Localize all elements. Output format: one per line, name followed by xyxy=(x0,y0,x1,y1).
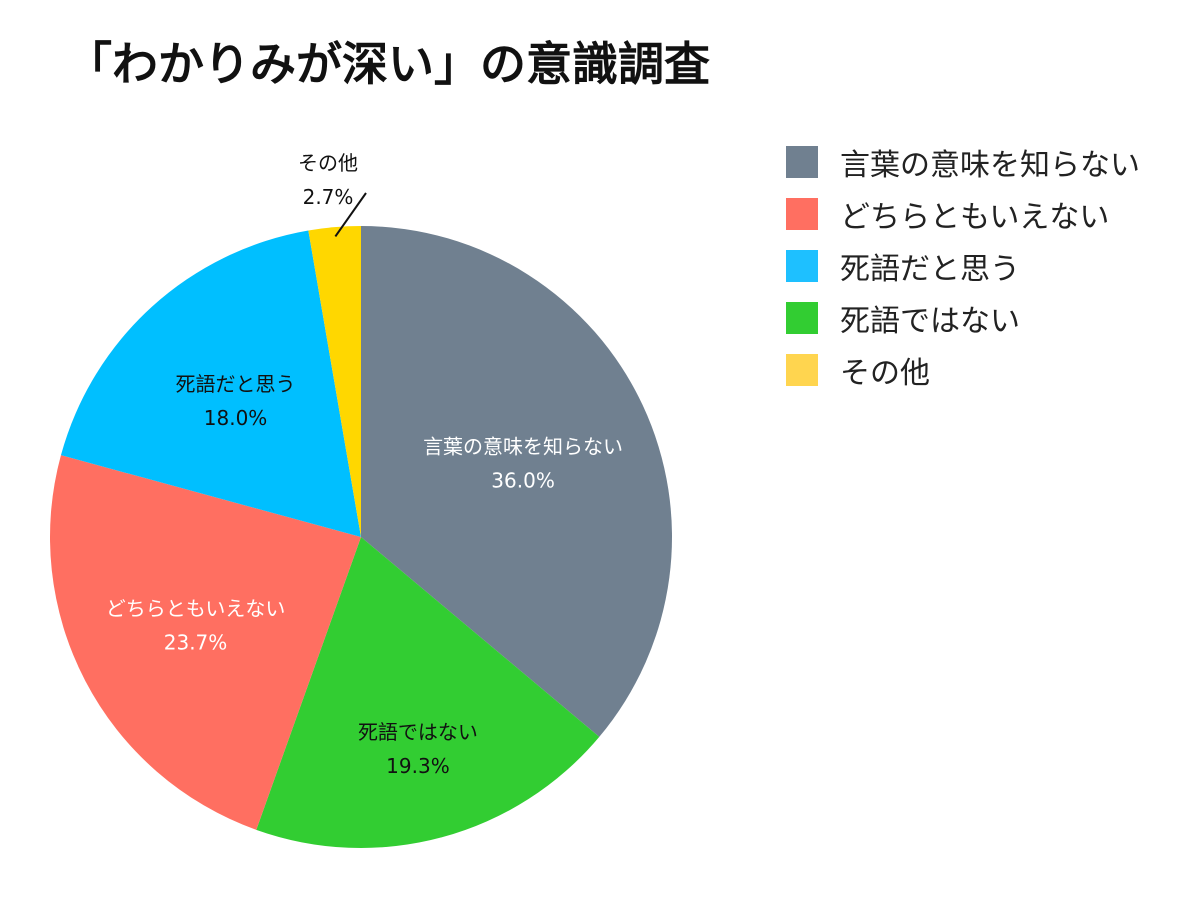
legend-label: 言葉の意味を知らない xyxy=(840,148,1140,183)
legend-swatch xyxy=(786,354,818,386)
legend-swatch xyxy=(786,146,818,178)
slice-label-name: その他 xyxy=(298,151,358,175)
legend-swatch xyxy=(786,250,818,282)
slice-label-name: 言葉の意味を知らない xyxy=(423,434,623,458)
slice-label-name: 死語ではない xyxy=(358,720,478,744)
slice-label-name: どちらともいえない xyxy=(106,596,286,620)
legend-label: その他 xyxy=(840,356,930,391)
legend-label: どちらともいえない xyxy=(840,200,1110,235)
legend-item: 言葉の意味を知らない xyxy=(786,136,1140,188)
legend-item: 死語だと思う xyxy=(786,240,1140,292)
slice-label-name: 死語だと思う xyxy=(176,372,296,396)
legend-item: 死語ではない xyxy=(786,292,1140,344)
pie-slice xyxy=(256,537,600,849)
slice-label-value: 19.3% xyxy=(386,754,450,778)
legend-item: その他 xyxy=(786,344,1140,396)
slice-label-value: 36.0% xyxy=(491,468,555,492)
legend-item: どちらともいえない xyxy=(786,188,1140,240)
legend-swatch xyxy=(786,198,818,230)
pie-slice xyxy=(308,226,361,537)
pie-slice xyxy=(60,230,362,538)
leader-line xyxy=(334,192,367,237)
legend-swatch xyxy=(786,302,818,334)
legend-label: 死語ではない xyxy=(840,304,1020,339)
chart-title: 「わかりみが深い」の意識調査 xyxy=(66,37,710,91)
slice-label-value: 2.7% xyxy=(303,185,354,209)
pie-slice xyxy=(361,226,672,737)
legend: 言葉の意味を知らない どちらともいえない 死語だと思う 死語ではない その他 xyxy=(786,136,1140,396)
legend-label: 死語だと思う xyxy=(840,252,1020,287)
slice-label-value: 18.0% xyxy=(204,406,268,430)
pie-slice xyxy=(50,455,362,830)
slice-label-value: 23.7% xyxy=(164,630,228,654)
